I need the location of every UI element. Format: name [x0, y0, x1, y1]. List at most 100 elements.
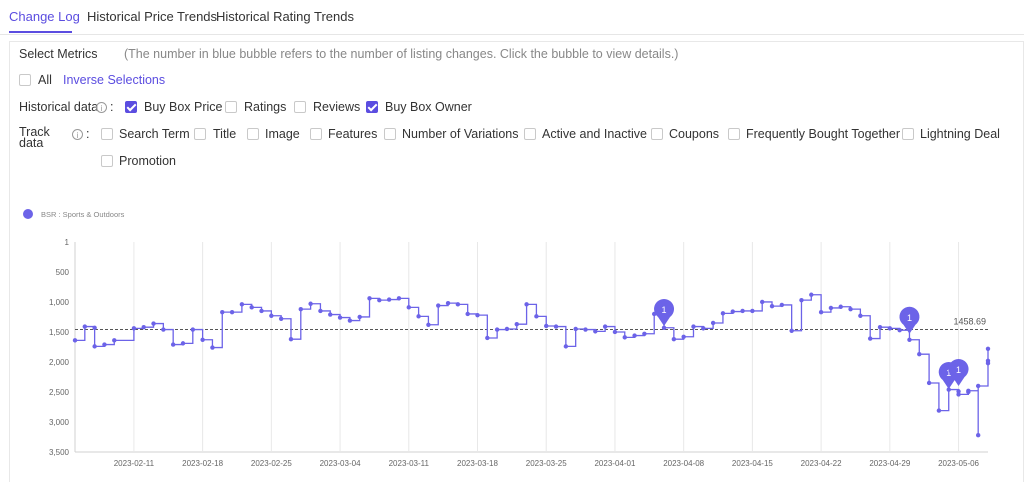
data-point[interactable] — [838, 304, 843, 309]
data-point[interactable] — [946, 387, 951, 392]
data-point[interactable] — [956, 392, 961, 397]
data-point[interactable] — [259, 308, 264, 314]
data-point[interactable] — [141, 324, 146, 330]
data-point[interactable] — [377, 297, 382, 303]
bubble-pin-icon[interactable] — [654, 298, 675, 326]
legend-label[interactable]: BSR : Sports & Outdoors — [41, 210, 125, 219]
data-point[interactable] — [445, 300, 451, 306]
data-point[interactable] — [190, 327, 196, 332]
data-point[interactable] — [416, 314, 421, 319]
bubble-count-label[interactable]: 1 — [662, 305, 667, 315]
data-point[interactable] — [632, 333, 637, 338]
change-bubble[interactable]: 1 — [899, 306, 920, 334]
data-point[interactable] — [357, 314, 362, 320]
data-point[interactable] — [828, 305, 834, 311]
data-point[interactable] — [347, 318, 353, 323]
data-point[interactable] — [789, 328, 794, 333]
data-point[interactable] — [858, 313, 863, 318]
frequently-bought-together-checkbox[interactable] — [728, 128, 740, 140]
data-point[interactable] — [524, 302, 529, 307]
search-term-checkbox[interactable] — [101, 128, 113, 140]
data-point[interactable] — [975, 383, 981, 389]
data-point[interactable] — [151, 321, 156, 326]
data-point[interactable] — [72, 338, 78, 343]
data-point[interactable] — [308, 301, 313, 306]
data-point[interactable] — [210, 345, 215, 350]
data-point[interactable] — [328, 312, 333, 317]
data-point[interactable] — [504, 326, 510, 332]
data-point[interactable] — [367, 296, 372, 301]
features-checkbox[interactable] — [310, 128, 322, 140]
data-point[interactable] — [544, 323, 549, 329]
historical-info-icon[interactable]: i — [96, 102, 107, 113]
data-point[interactable] — [288, 336, 294, 342]
data-point[interactable] — [102, 342, 107, 347]
change-bubble[interactable]: 1 — [948, 358, 969, 386]
data-point[interactable] — [710, 320, 716, 326]
data-point[interactable] — [671, 336, 677, 342]
data-point[interactable] — [936, 408, 942, 413]
data-point[interactable] — [740, 308, 745, 314]
data-point[interactable] — [848, 306, 853, 312]
data-point[interactable] — [701, 326, 706, 331]
data-point[interactable] — [534, 314, 539, 319]
tab-change-log[interactable]: Change Log — [9, 9, 80, 24]
data-point[interactable] — [514, 321, 519, 327]
tab-historical-price-trends[interactable]: Historical Price Trends — [87, 9, 218, 24]
data-point[interactable] — [720, 311, 726, 316]
data-point[interactable] — [975, 432, 981, 438]
data-point[interactable] — [455, 302, 461, 307]
reviews-checkbox[interactable] — [294, 101, 306, 113]
data-point[interactable] — [612, 329, 618, 335]
number-of-variations-checkbox[interactable] — [384, 128, 396, 140]
data-point[interactable] — [573, 326, 578, 332]
track-info-icon[interactable]: i — [72, 129, 83, 140]
data-point[interactable] — [661, 325, 667, 330]
inverse-selections-link[interactable]: Inverse Selections — [63, 73, 166, 87]
data-point[interactable] — [799, 297, 804, 303]
tab-historical-rating-trends[interactable]: Historical Rating Trends — [216, 9, 354, 24]
bubble-pin-icon[interactable] — [948, 358, 969, 386]
data-point[interactable] — [82, 324, 88, 329]
data-point[interactable] — [887, 326, 893, 331]
data-point[interactable] — [917, 351, 922, 357]
data-point[interactable] — [818, 309, 824, 315]
data-point[interactable] — [475, 312, 480, 318]
data-point[interactable] — [926, 380, 932, 386]
data-point[interactable] — [436, 303, 441, 308]
data-point[interactable] — [985, 358, 991, 363]
data-point[interactable] — [691, 324, 696, 329]
data-point[interactable] — [730, 309, 735, 314]
data-point[interactable] — [269, 313, 274, 318]
change-bubble[interactable]: 1 — [654, 298, 675, 326]
data-point[interactable] — [907, 337, 912, 342]
data-point[interactable] — [877, 324, 883, 330]
data-point[interactable] — [750, 308, 755, 314]
image-checkbox[interactable] — [247, 128, 259, 140]
data-point[interactable] — [966, 388, 971, 393]
buy-box-owner-checkbox[interactable] — [366, 101, 378, 113]
data-point[interactable] — [131, 326, 137, 331]
data-point[interactable] — [298, 306, 303, 312]
data-point[interactable] — [760, 299, 765, 305]
bubble-count-label[interactable]: 1 — [907, 313, 912, 323]
bubble-count-label[interactable]: 1 — [956, 365, 961, 375]
data-point[interactable] — [170, 342, 176, 347]
data-point[interactable] — [92, 344, 97, 349]
buy-box-price-checkbox[interactable] — [125, 101, 137, 113]
ratings-checkbox[interactable] — [225, 101, 237, 113]
promotion-checkbox[interactable] — [101, 155, 113, 167]
data-point[interactable] — [593, 329, 598, 334]
data-point[interactable] — [485, 335, 490, 341]
data-point[interactable] — [337, 315, 343, 320]
data-point[interactable] — [583, 327, 588, 332]
data-point[interactable] — [161, 327, 166, 332]
data-point[interactable] — [809, 292, 814, 297]
data-point[interactable] — [642, 331, 647, 336]
title-checkbox[interactable] — [194, 128, 206, 140]
data-point[interactable] — [602, 324, 608, 329]
data-point[interactable] — [239, 302, 245, 307]
data-point[interactable] — [318, 308, 323, 314]
all-checkbox[interactable] — [19, 74, 31, 86]
data-point[interactable] — [396, 296, 402, 301]
